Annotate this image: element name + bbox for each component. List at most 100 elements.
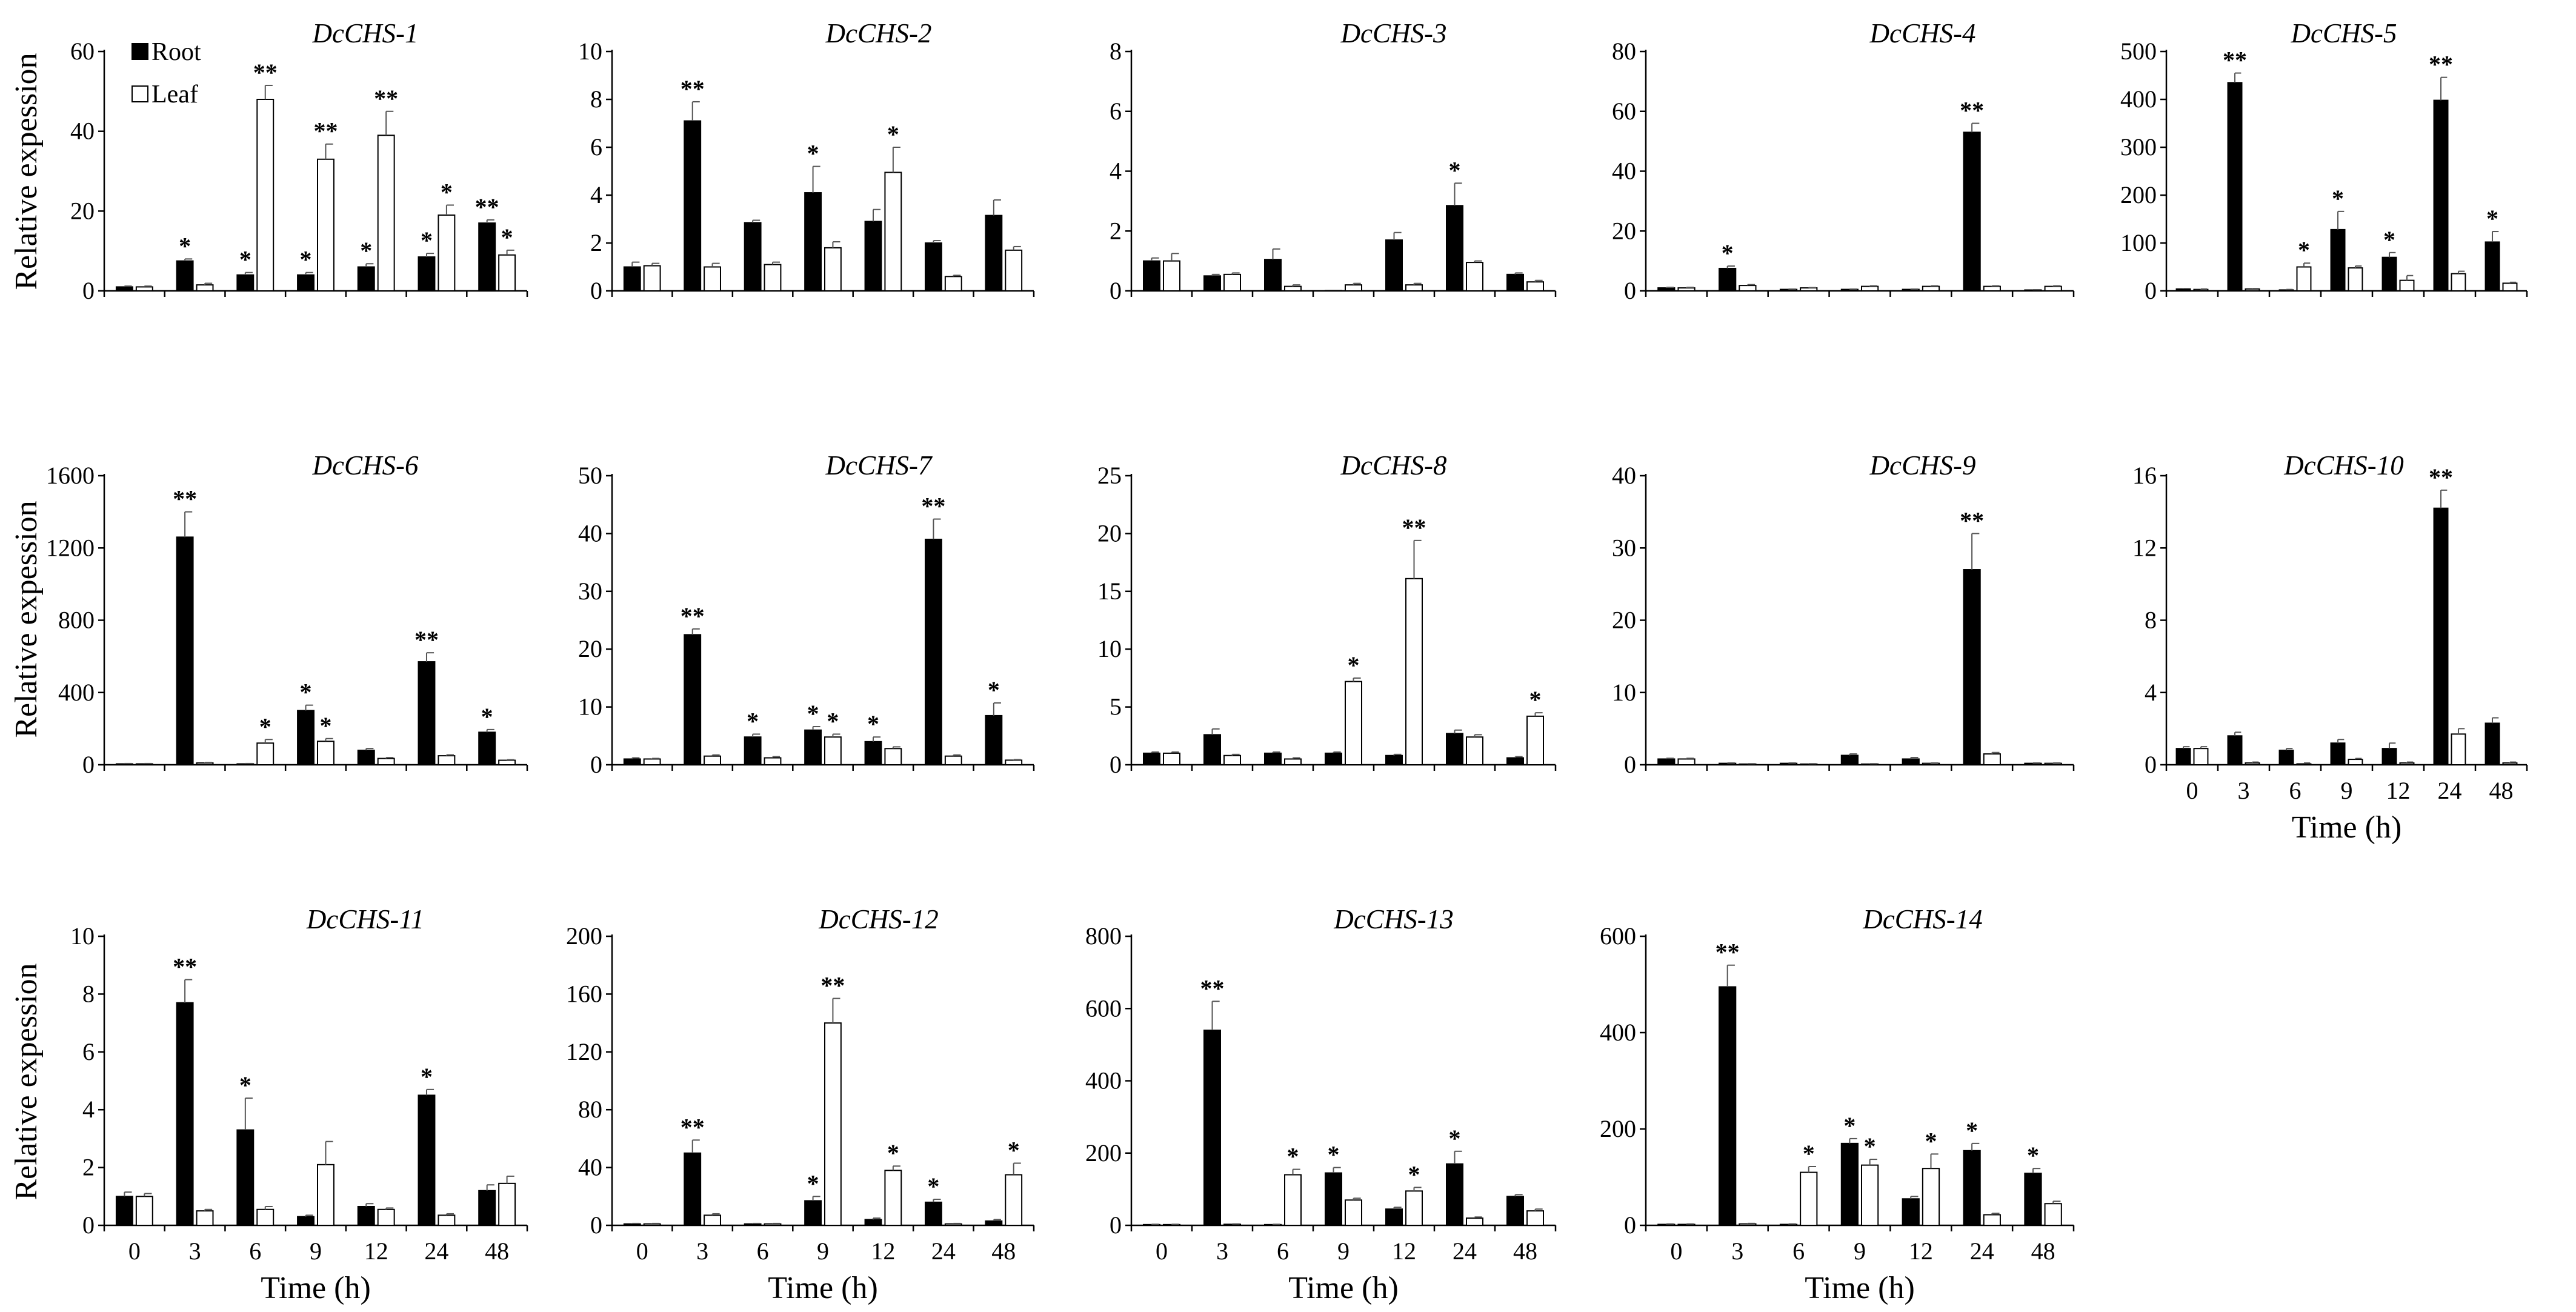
significance-star: * [1925, 1127, 1937, 1154]
y-tick-label: 25 [1097, 462, 1122, 489]
root-bar [357, 266, 375, 291]
root-bar [623, 266, 641, 291]
leaf-bar [2193, 748, 2209, 765]
root-bar [2381, 256, 2397, 292]
leaf-bar [256, 1208, 275, 1227]
root-bar [985, 215, 1003, 292]
panel-title: DcCHS-2 [825, 18, 932, 48]
x-tick-label: 12 [364, 1237, 388, 1265]
root-bar [176, 536, 194, 765]
x-axis-label: Time (h) [261, 1271, 371, 1305]
root-bar [236, 274, 255, 291]
y-tick-label: 0 [2145, 751, 2157, 778]
y-tick-label: 1600 [46, 462, 95, 489]
y-tick-label: 400 [58, 679, 95, 706]
root-bar [1446, 733, 1463, 766]
y-tick-label: 30 [1612, 534, 1636, 561]
significance-star: * [1843, 1112, 1855, 1139]
root-bar [2433, 507, 2449, 765]
leaf-bar [438, 214, 456, 291]
root-bar [623, 1223, 641, 1226]
significance-star: ** [2429, 51, 2453, 78]
root-bar [2175, 748, 2191, 765]
root-bar [1719, 986, 1737, 1226]
legend-root-label: Root [151, 38, 201, 66]
leaf-bar [1345, 284, 1362, 291]
y-tick-label: 12 [2132, 534, 2157, 561]
y-tick-label: 120 [566, 1038, 602, 1065]
significance-star: ** [173, 953, 197, 981]
root-bar [1963, 1150, 1981, 1227]
significance-star: ** [173, 485, 197, 513]
root-bar [297, 1216, 315, 1226]
significance-star: * [259, 713, 271, 740]
root-bar [1902, 758, 1920, 765]
root-bar [1325, 1172, 1342, 1226]
x-tick-label: 24 [931, 1237, 956, 1265]
leaf-bar [1284, 758, 1302, 765]
significance-star: * [300, 246, 312, 273]
leaf-bar [2502, 282, 2518, 291]
root-bar [925, 1201, 942, 1226]
significance-star: * [1287, 1143, 1299, 1170]
y-tick-label: 5 [1110, 693, 1122, 721]
significance-star: * [1408, 1160, 1420, 1188]
panel-title: DcCHS-3 [1340, 18, 1447, 48]
x-tick-label: 48 [991, 1237, 1016, 1265]
leaf-bar [2296, 266, 2312, 291]
y-tick-label: 800 [1085, 922, 1122, 950]
leaf-bar [884, 1170, 902, 1226]
root-bar [2484, 241, 2500, 292]
y-tick-label: 20 [1097, 519, 1122, 547]
root-bar [2024, 1173, 2042, 1227]
root-bar [925, 242, 942, 291]
leaf-bar [2399, 279, 2415, 291]
significance-star: * [421, 1063, 433, 1090]
y-tick-label: 80 [1612, 38, 1636, 65]
y-tick-label: 60 [1612, 98, 1636, 125]
x-tick-label: 6 [249, 1237, 261, 1265]
leaf-bar [1677, 758, 1696, 765]
root-bar [1203, 275, 1221, 291]
significance-star: * [2332, 185, 2344, 212]
panel-title: DcCHS-12 [818, 904, 938, 934]
root-bar [744, 1223, 762, 1226]
leaf-bar [1405, 1190, 1423, 1226]
significance-star: * [421, 227, 433, 254]
leaf-bar [1677, 1224, 1696, 1227]
leaf-bar [498, 759, 516, 765]
leaf-bar [438, 755, 456, 765]
root-bar [1203, 1030, 1221, 1227]
leaf-bar [498, 254, 516, 291]
significance-star: ** [681, 1113, 705, 1141]
y-tick-label: 200 [2120, 181, 2157, 208]
y-tick-label: 15 [1097, 578, 1122, 605]
x-tick-label: 24 [2438, 777, 2462, 804]
leaf-bar [1526, 281, 1544, 291]
leaf-bar [1800, 287, 1818, 291]
significance-star: ** [253, 59, 278, 86]
x-tick-label: 6 [2289, 777, 2301, 804]
root-bar [1506, 1196, 1524, 1227]
root-bar [176, 260, 194, 291]
panel-title: DcCHS-14 [1862, 904, 1982, 934]
root-bar [236, 1129, 255, 1226]
leaf-bar [1345, 1199, 1362, 1226]
y-tick-label: 600 [1085, 994, 1122, 1022]
root-bar [478, 222, 496, 292]
legend-leaf-swatch [131, 85, 148, 102]
x-tick-label: 48 [1513, 1237, 1537, 1265]
y-tick-label: 0 [82, 277, 95, 304]
root-bar [2278, 750, 2294, 766]
leaf-bar [1466, 1217, 1483, 1226]
significance-star: * [481, 703, 493, 730]
x-tick-label: 12 [1909, 1237, 1933, 1265]
x-axis-label: Time (h) [2292, 810, 2402, 845]
x-axis-label: Time (h) [1805, 1271, 1915, 1305]
